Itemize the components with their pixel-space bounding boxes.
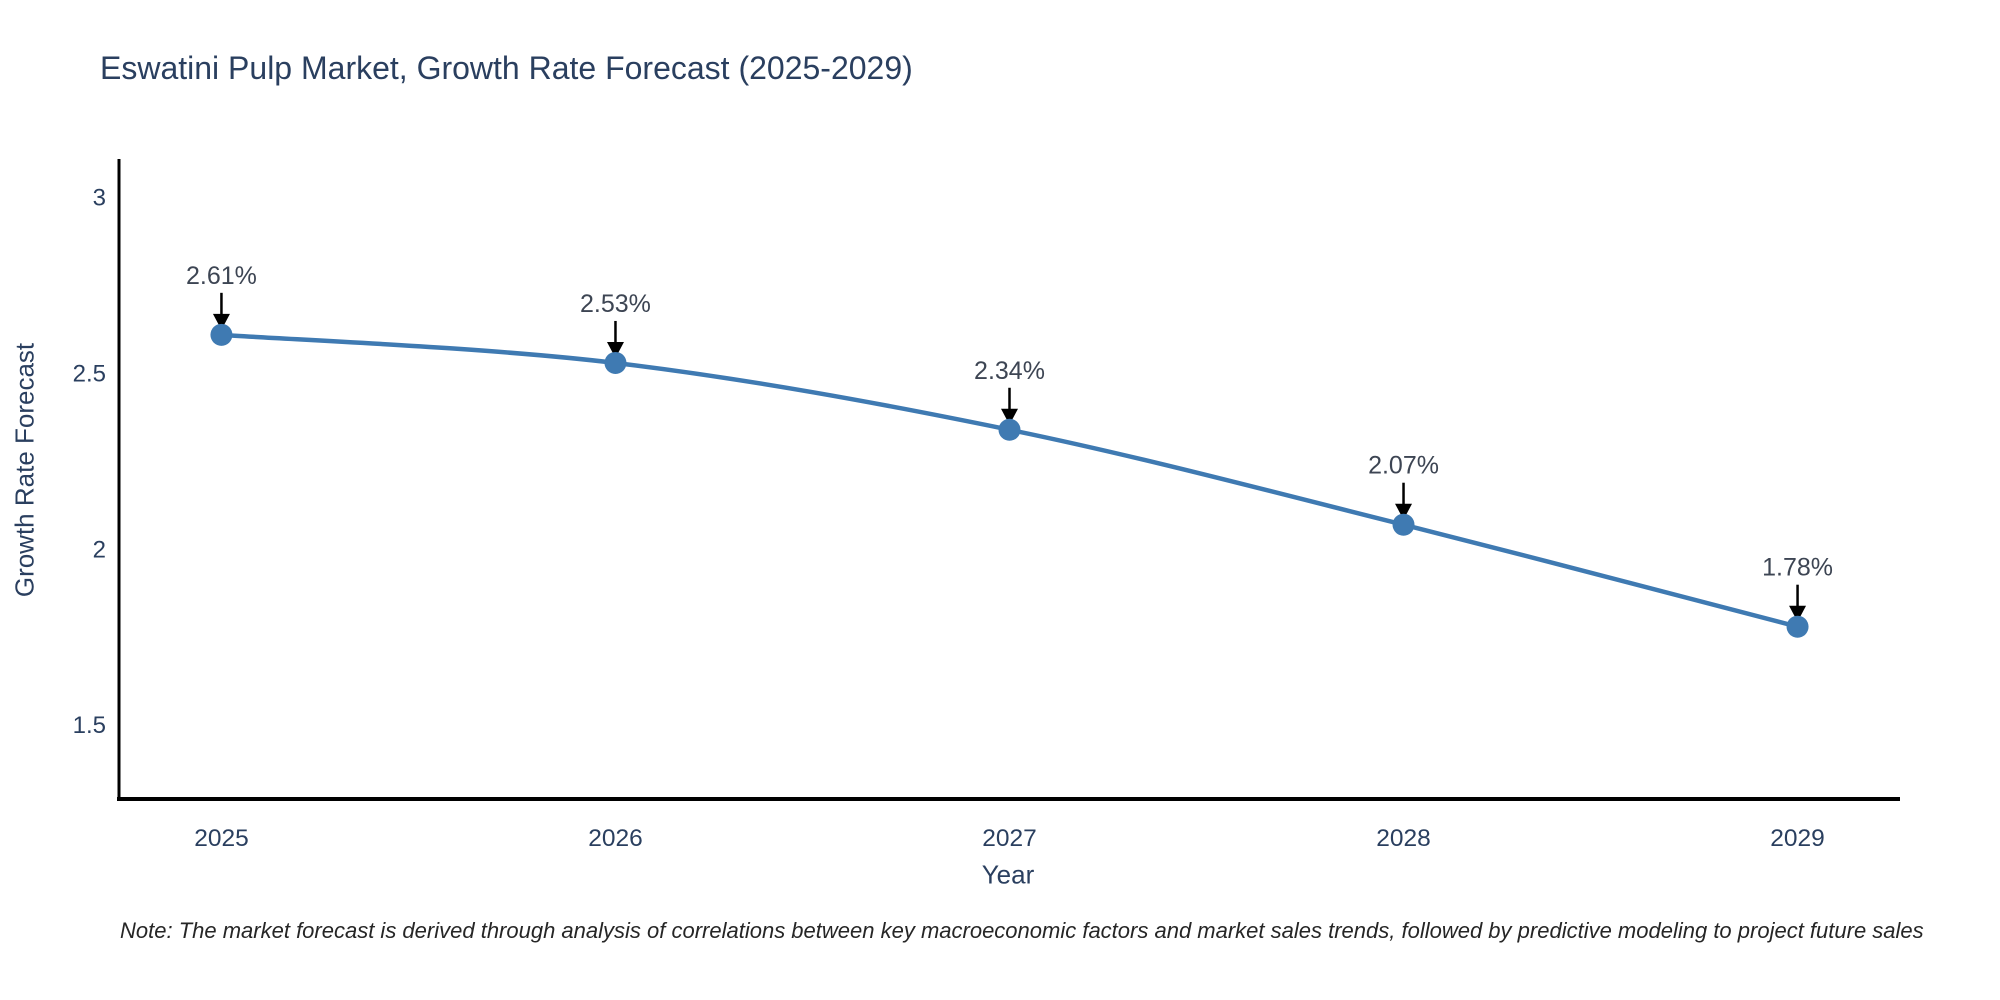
data-point-2025[interactable] [210, 323, 233, 346]
x-axis-title: Year [981, 859, 1035, 890]
annotation-arrowhead [1789, 605, 1807, 622]
annotation-arrowhead [1001, 408, 1018, 425]
x-tick-label: 2025 [194, 825, 249, 852]
chart-title: Eswatini Pulp Market, Growth Rate Foreca… [100, 50, 913, 86]
x-tick-label: 2027 [982, 825, 1037, 852]
data-point-2029[interactable] [1786, 615, 1809, 638]
annotation-label: 2.61% [186, 262, 257, 290]
y-tick-label: 3 [93, 185, 106, 212]
x-tick-label: 2029 [1770, 825, 1825, 852]
annotation-label: 2.34% [974, 357, 1045, 385]
annotation-arrowhead [212, 313, 230, 330]
y-tick-label: 2 [93, 536, 106, 563]
footnote: Note: The market forecast is derived thr… [120, 918, 1924, 943]
y-tick-label: 1.5 [73, 712, 106, 739]
annotation-arrowhead [606, 341, 624, 358]
annotation-label: 2.53% [580, 290, 651, 318]
data-point-2027[interactable] [998, 418, 1021, 441]
data-point-2028[interactable] [1392, 513, 1415, 536]
x-tick-label: 2028 [1376, 825, 1431, 852]
annotation-label: 1.78% [1762, 554, 1833, 582]
data-point-2026[interactable] [604, 351, 627, 374]
y-tick-label: 2.5 [73, 361, 106, 388]
y-axis-title: Growth Rate Forecast [9, 342, 40, 598]
annotation-arrowhead [1395, 503, 1413, 520]
x-tick-label: 2026 [588, 825, 643, 852]
annotation-label: 2.07% [1368, 452, 1439, 480]
